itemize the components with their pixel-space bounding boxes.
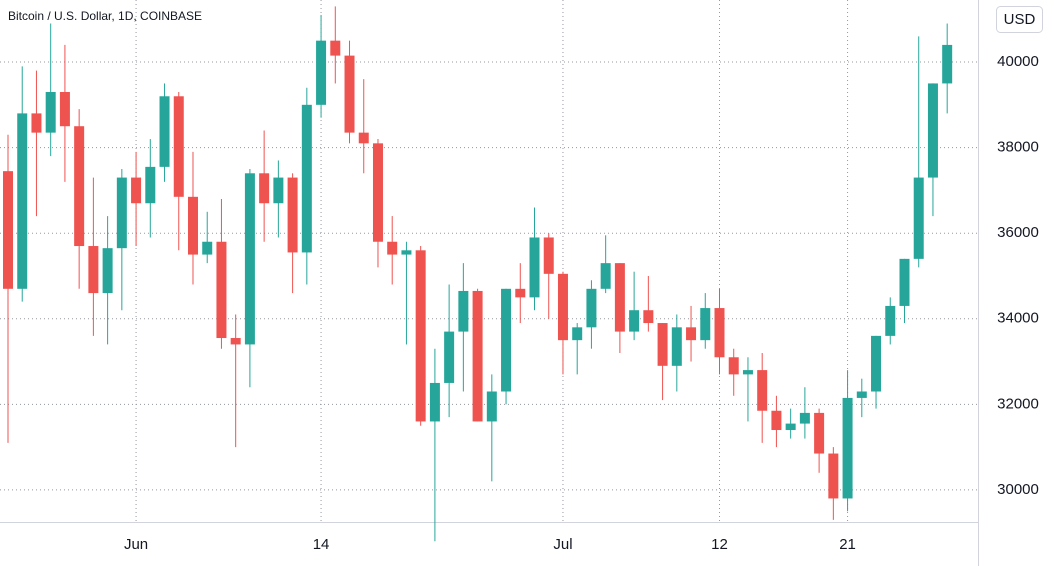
candle-body [287, 177, 298, 253]
candle-body [472, 290, 483, 422]
candle-body [614, 263, 625, 332]
candle-body [757, 370, 768, 411]
candle-body [3, 171, 13, 289]
y-tick-label: 30000 [997, 481, 1039, 498]
y-tick-label: 38000 [997, 139, 1039, 156]
candle-body [543, 237, 554, 274]
candle-body [387, 241, 398, 255]
candles [3, 6, 953, 542]
candle-body [230, 338, 241, 345]
candle-body [515, 288, 526, 298]
candle-body [842, 397, 853, 499]
candle-body [942, 44, 953, 84]
candle-body [415, 250, 426, 422]
candle-body [102, 248, 113, 294]
chart-title: Bitcoin / U.S. Dollar, 1D, COINBASE [8, 9, 202, 23]
candle-body [742, 370, 753, 375]
candle-body [771, 410, 782, 431]
candle-body [671, 327, 682, 366]
x-tick-label: 12 [711, 536, 728, 553]
grid [0, 0, 978, 522]
y-tick-label: 34000 [997, 310, 1039, 327]
candle-body [316, 40, 327, 105]
y-tick-label: 36000 [997, 224, 1039, 241]
candle-body [259, 173, 270, 204]
candle-body [301, 104, 312, 253]
x-tick-label: 21 [839, 536, 856, 553]
candle-body [686, 327, 697, 341]
candle-body [600, 263, 611, 289]
candle-body [657, 323, 668, 366]
candle-body [216, 241, 227, 339]
candle-body [885, 305, 896, 336]
candle-body [429, 382, 440, 422]
candle-body [643, 310, 654, 324]
candle-body [458, 290, 469, 332]
candle-body [344, 55, 355, 133]
candle-body [629, 310, 640, 332]
candle-body [116, 177, 127, 249]
candle-body [529, 237, 540, 298]
y-tick-label: 32000 [997, 395, 1039, 412]
candle-body [572, 327, 583, 341]
candle-body [244, 173, 255, 345]
candle-body [856, 391, 867, 398]
candle-body [372, 143, 383, 242]
candle-body [486, 391, 497, 422]
candle-body [145, 166, 156, 204]
candle-body [586, 288, 597, 328]
candle-body [159, 96, 170, 167]
candle-body [913, 177, 924, 259]
candle-body [799, 412, 810, 424]
candle-body [814, 412, 825, 454]
candle-body [131, 177, 142, 204]
candle-body [330, 40, 341, 56]
candle-body [273, 177, 284, 204]
currency-box [996, 6, 1043, 33]
x-tick-label: Jun [124, 536, 148, 553]
y-tick-label: 40000 [997, 53, 1039, 70]
candle-body [31, 113, 42, 133]
candle-body [358, 132, 369, 144]
x-tick-label: Jul [553, 536, 572, 553]
candle-body [728, 357, 739, 375]
candle-body [828, 453, 839, 499]
candle-body [187, 196, 198, 255]
candle-body [444, 331, 455, 383]
candle-body [927, 83, 938, 178]
candle-body [557, 273, 568, 341]
candle-body [785, 423, 796, 431]
candle-body [17, 113, 28, 289]
candle-body [59, 91, 70, 127]
x-tick-label: 14 [313, 536, 330, 553]
candle-body [871, 335, 882, 392]
candle-body [714, 308, 725, 358]
currency-label: USD [1004, 11, 1036, 28]
candle-body [74, 126, 85, 247]
candle-body [88, 246, 99, 294]
candle-body [501, 288, 512, 392]
candle-body [899, 258, 910, 306]
candle-body [45, 91, 56, 133]
candle-body [401, 250, 412, 255]
candle-body [173, 96, 184, 197]
candle-body [202, 241, 213, 255]
candle-body [700, 308, 711, 341]
